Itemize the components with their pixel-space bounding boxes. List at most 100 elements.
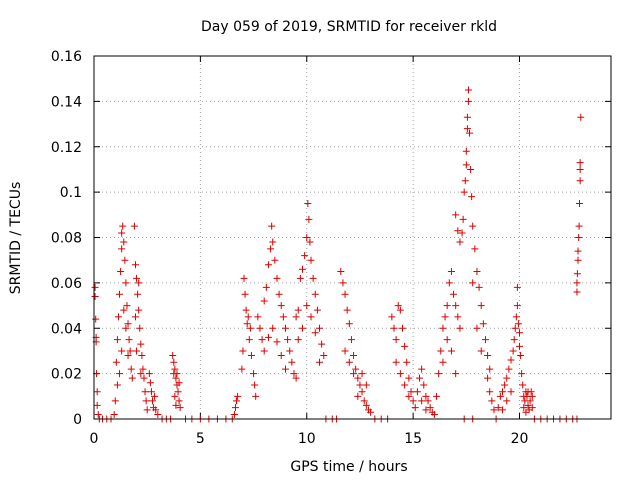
- data-point: [422, 406, 430, 414]
- data-point: [473, 268, 481, 276]
- data-point: [118, 229, 126, 237]
- data-point: [392, 358, 400, 366]
- data-point: [501, 381, 509, 389]
- data-point: [120, 306, 128, 314]
- data-point: [304, 199, 312, 207]
- data-point: [447, 347, 455, 355]
- data-point: [135, 306, 143, 314]
- y-tick-label: 0.14: [51, 94, 82, 110]
- data-point: [464, 97, 472, 105]
- data-point: [136, 324, 144, 332]
- data-point: [138, 351, 146, 359]
- data-point: [275, 290, 283, 298]
- data-point: [281, 324, 289, 332]
- data-point: [286, 347, 294, 355]
- data-point: [405, 374, 413, 382]
- data-point: [120, 238, 128, 246]
- data-point: [352, 365, 360, 373]
- x-tick-label: 5: [196, 431, 205, 447]
- data-point: [464, 86, 472, 94]
- data-point: [171, 392, 179, 400]
- data-point: [481, 336, 489, 344]
- data-point: [388, 313, 396, 321]
- data-point: [281, 365, 289, 373]
- data-point: [91, 283, 99, 291]
- data-point: [305, 215, 313, 223]
- data-point: [443, 302, 451, 310]
- data-point: [146, 379, 154, 387]
- data-point: [516, 329, 524, 337]
- data-point: [92, 315, 100, 323]
- data-point: [273, 338, 281, 346]
- data-point: [116, 370, 124, 378]
- data-point: [456, 238, 464, 246]
- data-point: [575, 234, 583, 241]
- data-point: [528, 404, 536, 412]
- data-point: [573, 270, 581, 278]
- data-point: [519, 381, 527, 389]
- data-point: [413, 388, 421, 396]
- data-point: [518, 370, 526, 378]
- data-point: [494, 404, 502, 412]
- data-point: [524, 388, 532, 396]
- data-point: [574, 256, 582, 264]
- data-point: [119, 222, 127, 230]
- data-point: [435, 370, 443, 378]
- data-point: [526, 397, 534, 405]
- data-point: [341, 347, 349, 355]
- data-point: [171, 365, 179, 373]
- data-point: [460, 188, 468, 196]
- data-point: [131, 261, 139, 269]
- data-point: [528, 392, 536, 400]
- data-point: [284, 336, 292, 344]
- data-point: [360, 397, 368, 405]
- y-axis-label: SRMTID / TECUs: [8, 182, 24, 295]
- data-point: [116, 290, 124, 298]
- data-point: [260, 297, 268, 305]
- data-point: [362, 401, 370, 409]
- data-point: [243, 320, 251, 328]
- data-point: [466, 129, 474, 137]
- data-point: [288, 358, 296, 366]
- data-point: [524, 401, 532, 409]
- data-point: [245, 336, 253, 344]
- data-point: [390, 324, 398, 332]
- data-point: [130, 222, 138, 230]
- data-point: [240, 274, 248, 282]
- data-point: [513, 283, 521, 291]
- data-point: [145, 370, 153, 378]
- data-point: [306, 238, 314, 246]
- data-point: [405, 392, 413, 400]
- data-point: [294, 306, 302, 314]
- data-point: [173, 370, 181, 378]
- data-point: [477, 302, 485, 310]
- y-tick-label: 0.04: [51, 321, 82, 337]
- data-point: [517, 351, 525, 359]
- data-point: [234, 392, 242, 400]
- data-point: [503, 397, 511, 405]
- data-point: [439, 324, 447, 332]
- data-point: [475, 283, 483, 291]
- data-point: [268, 222, 276, 230]
- data-point: [477, 347, 485, 355]
- data-point: [299, 265, 307, 273]
- data-point: [469, 222, 477, 230]
- data-point: [513, 302, 521, 310]
- data-point: [347, 336, 355, 344]
- data-point: [264, 333, 272, 341]
- data-point: [262, 283, 270, 291]
- data-point: [113, 336, 121, 344]
- data-point: [254, 313, 262, 321]
- data-point: [396, 370, 404, 378]
- data-point: [409, 397, 417, 405]
- data-point: [488, 397, 496, 405]
- data-point: [468, 193, 476, 201]
- data-point: [392, 336, 400, 344]
- data-point: [479, 320, 487, 328]
- data-point: [452, 302, 460, 310]
- data-point: [516, 342, 524, 350]
- data-point: [122, 279, 130, 287]
- data-point: [277, 351, 285, 359]
- data-point: [575, 222, 583, 230]
- y-tick-label: 0.06: [51, 276, 82, 292]
